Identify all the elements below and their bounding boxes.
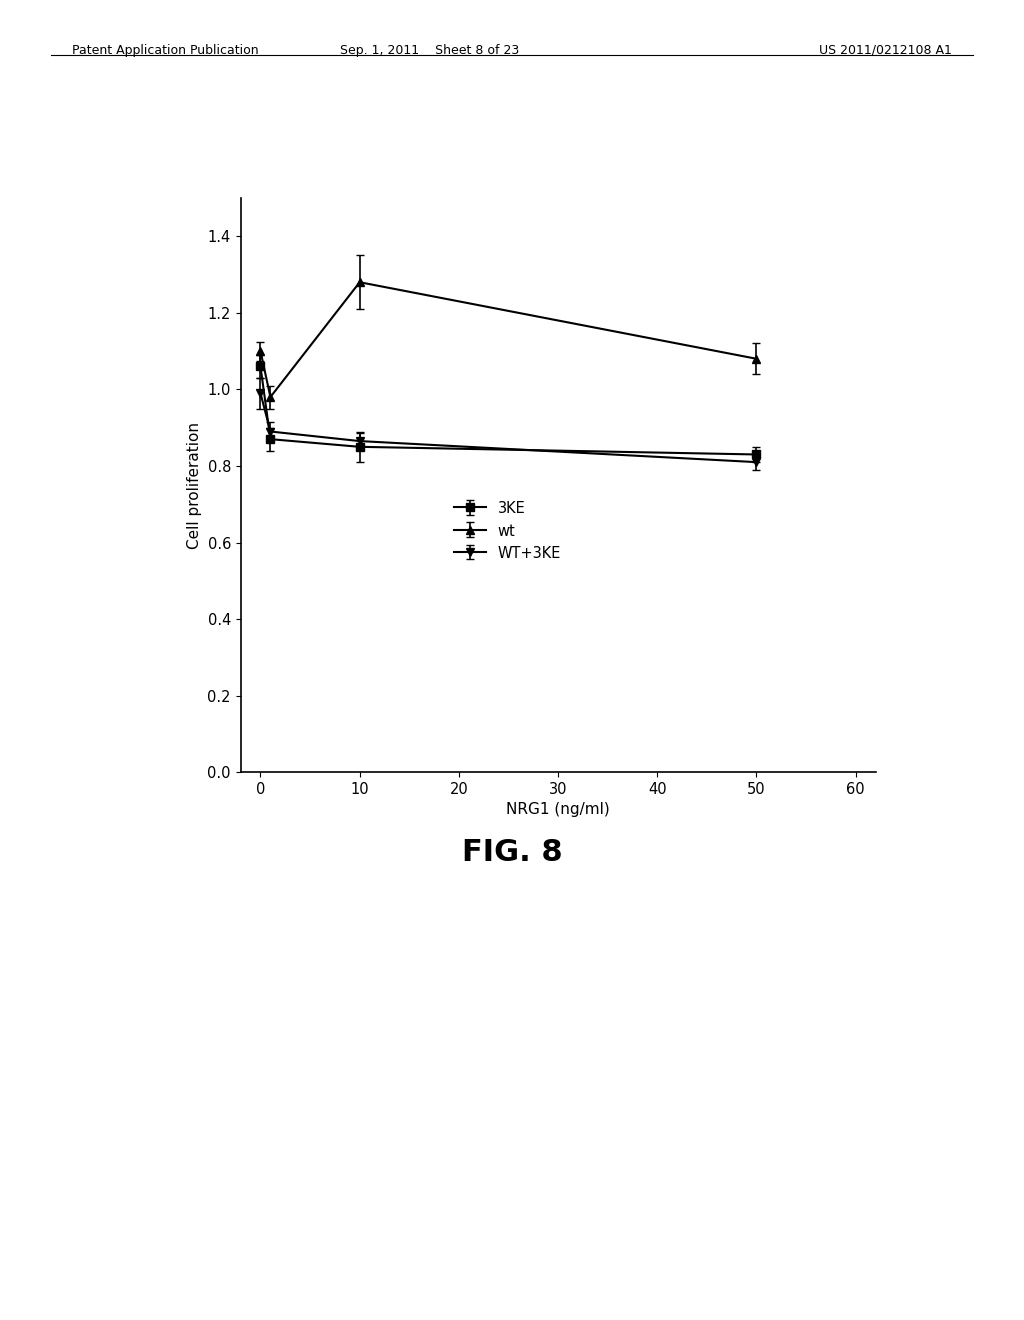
X-axis label: NRG1 (ng/ml): NRG1 (ng/ml)	[506, 803, 610, 817]
Legend: 3KE, wt, WT+3KE: 3KE, wt, WT+3KE	[447, 495, 566, 566]
Y-axis label: Cell proliferation: Cell proliferation	[186, 421, 202, 549]
Text: FIG. 8: FIG. 8	[462, 838, 562, 867]
Text: Patent Application Publication: Patent Application Publication	[72, 44, 258, 57]
Text: US 2011/0212108 A1: US 2011/0212108 A1	[819, 44, 952, 57]
Text: Sep. 1, 2011    Sheet 8 of 23: Sep. 1, 2011 Sheet 8 of 23	[340, 44, 520, 57]
